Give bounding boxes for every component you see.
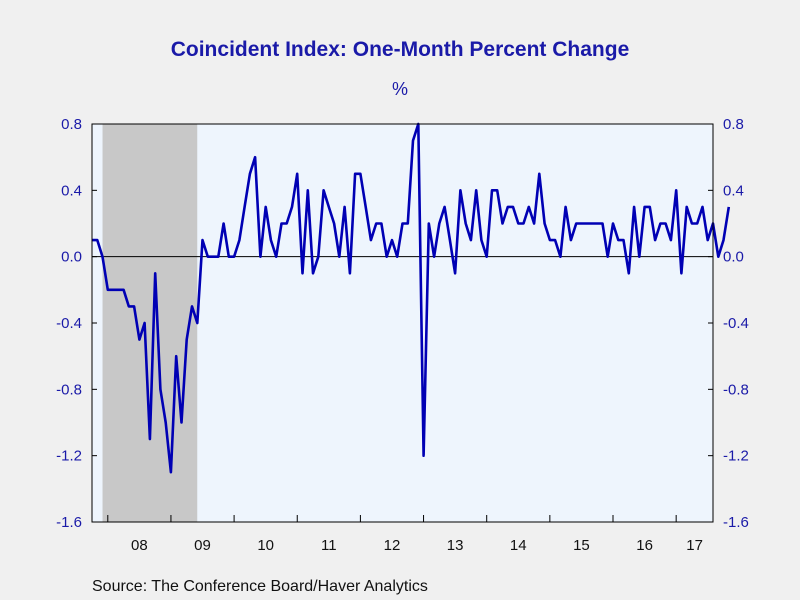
x-tick-label: 16 xyxy=(636,537,653,554)
y-tick-label-right: 0.0 xyxy=(723,249,744,266)
y-tick-label-left: 0.8 xyxy=(61,116,82,133)
y-tick-label-right: -1.6 xyxy=(723,514,749,531)
x-tick-label: 09 xyxy=(194,537,211,554)
x-tick-label: 11 xyxy=(321,537,337,554)
y-tick-label-left: -0.8 xyxy=(56,381,82,398)
source-note: Source: The Conference Board/Haver Analy… xyxy=(92,578,428,595)
y-tick-label-left: -0.4 xyxy=(56,315,82,332)
y-tick-label-right: -0.4 xyxy=(723,315,749,332)
x-tick-label: 15 xyxy=(573,537,590,554)
recession-band xyxy=(102,124,198,522)
y-tick-label-right: -1.2 xyxy=(723,448,749,465)
y-axis-left: 0.8 0.4 0.0 -0.4 -0.8 -1.2 -1.6 xyxy=(56,116,97,531)
y-tick-label-right: -0.8 xyxy=(723,381,749,398)
y-tick-label-left: -1.6 xyxy=(56,514,82,531)
x-tick-label: 12 xyxy=(384,537,401,554)
chart-title: Coincident Index: One-Month Percent Chan… xyxy=(170,38,630,61)
y-tick-label-left: -1.2 xyxy=(56,448,82,465)
series-line xyxy=(92,122,731,474)
x-tick-label: 10 xyxy=(257,537,274,554)
y-tick-label-left: 0.0 xyxy=(61,249,82,266)
unit-label: % xyxy=(391,79,408,99)
x-tick-label: 17 xyxy=(686,537,703,554)
y-tick-label-right: 0.8 xyxy=(723,116,744,133)
x-tick-label: 14 xyxy=(510,537,527,554)
x-tick-label: 08 xyxy=(131,537,148,554)
x-axis: 08 09 10 11 12 13 14 15 16 17 xyxy=(107,515,703,554)
y-tick-label-left: 0.4 xyxy=(61,182,82,199)
y-tick-label-right: 0.4 xyxy=(723,182,744,199)
x-tick-label: 13 xyxy=(447,537,464,554)
y-axis-right: 0.8 0.4 0.0 -0.4 -0.8 -1.2 -1.6 xyxy=(708,116,749,531)
